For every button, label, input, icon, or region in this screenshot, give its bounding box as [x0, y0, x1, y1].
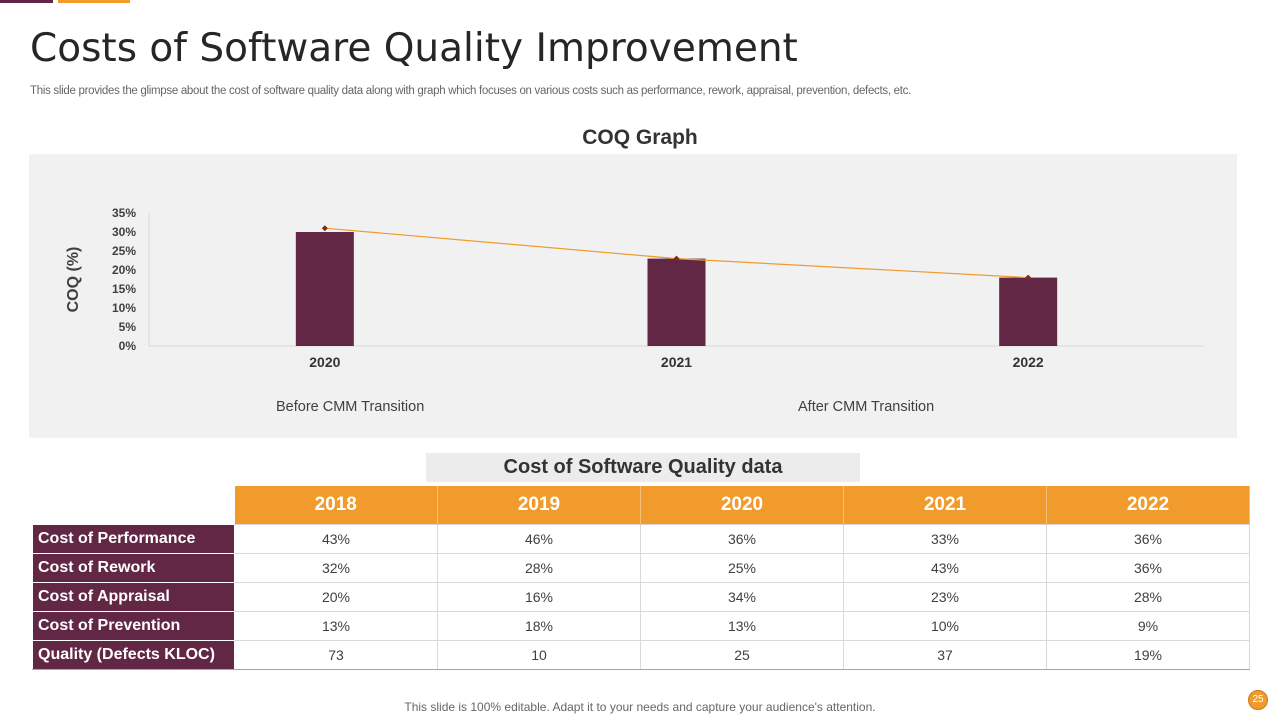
- table-cell: 46%: [437, 523, 641, 554]
- y-tick-label: 25%: [112, 244, 136, 258]
- y-tick-label: 0%: [119, 339, 137, 353]
- table-cell: 37: [843, 639, 1047, 670]
- coq-table: 2018 2019 2020 2021 2022 Cost of Performance…: [32, 486, 1250, 670]
- table-cell: 36%: [1046, 552, 1250, 583]
- table-cell: 20%: [234, 581, 438, 612]
- y-axis-label: COQ (%): [65, 247, 82, 313]
- table-cell: 13%: [234, 610, 438, 641]
- chart-panel: 0% 5% 10% 15% 20% 25% 30% 35% COQ (%) 2020 2021 202…: [29, 154, 1237, 438]
- table-cell: 43%: [843, 552, 1047, 583]
- row-label: Quality (Defects KLOC): [32, 639, 235, 670]
- table-row: Cost of Prevention 13% 18% 13% 10% 9%: [32, 610, 1250, 641]
- column-header: 2021: [843, 486, 1047, 524]
- table-cell: 18%: [437, 610, 641, 641]
- column-header: 2018: [234, 486, 438, 524]
- table-cell: 33%: [843, 523, 1047, 554]
- table-cell: 43%: [234, 523, 438, 554]
- x-tick-label: 2022: [1013, 354, 1044, 370]
- header-blank: [33, 486, 235, 524]
- table-cell: 19%: [1046, 639, 1250, 670]
- table-cell: 28%: [1046, 581, 1250, 612]
- table-cell: 36%: [640, 523, 844, 554]
- table-row: Quality (Defects KLOC) 73 10 25 37 19%: [32, 639, 1250, 670]
- table-cell: 23%: [843, 581, 1047, 612]
- column-header: 2022: [1046, 486, 1250, 524]
- x-tick-label: 2021: [661, 354, 692, 370]
- trend-marker: [1025, 274, 1032, 281]
- table-cell: 32%: [234, 552, 438, 583]
- table-title: Cost of Software Quality data: [426, 453, 860, 482]
- row-label: Cost of Rework: [32, 552, 235, 583]
- row-label: Cost of Prevention: [32, 610, 235, 641]
- y-tick-label: 30%: [112, 225, 136, 239]
- table-cell: 28%: [437, 552, 641, 583]
- table-cell: 10: [437, 639, 641, 670]
- annotation-before: Before CMM Transition: [276, 399, 425, 415]
- table-cell: 25%: [640, 552, 844, 583]
- row-label: Cost of Appraisal: [32, 581, 235, 612]
- page-subtitle: This slide provides the glimpse about th…: [30, 85, 911, 97]
- y-tick-label: 10%: [112, 301, 136, 315]
- coq-chart: 0% 5% 10% 15% 20% 25% 30% 35% COQ (%) 2020 2021 202…: [65, 206, 1204, 370]
- page-title: Costs of Software Quality Improvement: [30, 26, 798, 71]
- table-row: Cost of Appraisal 20% 16% 34% 23% 28%: [32, 581, 1250, 612]
- column-header: 2020: [640, 486, 844, 524]
- table-cell: 25: [640, 639, 844, 670]
- accent-bar-purple: [0, 0, 53, 3]
- bar-2020: [295, 232, 354, 346]
- footer-note: This slide is 100% editable. Adapt it to…: [404, 700, 876, 714]
- table-cell: 73: [234, 639, 438, 670]
- table-cell: 36%: [1046, 523, 1250, 554]
- table-cell: 13%: [640, 610, 844, 641]
- table-cell: 10%: [843, 610, 1047, 641]
- row-label: Cost of Performance: [32, 523, 235, 554]
- table-row: Cost of Rework 32% 28% 25% 43% 36%: [32, 552, 1250, 583]
- accent-bar-orange: [58, 0, 130, 3]
- annotation-after: After CMM Transition: [798, 399, 935, 415]
- x-tick-label: 2020: [309, 354, 340, 370]
- page-number-badge: 25: [1248, 690, 1268, 710]
- trend-marker: [321, 225, 328, 232]
- table-row: Cost of Performance 43% 46% 36% 33% 36%: [32, 523, 1250, 554]
- y-tick-label: 15%: [112, 282, 136, 296]
- table-cell: 34%: [640, 581, 844, 612]
- trend-marker: [673, 255, 680, 262]
- column-header: 2019: [437, 486, 641, 524]
- table-cell: 16%: [437, 581, 641, 612]
- y-tick-label: 5%: [119, 320, 137, 334]
- y-tick-label: 35%: [112, 206, 136, 220]
- bar-2021: [647, 258, 706, 346]
- y-tick-label: 20%: [112, 263, 136, 277]
- chart-title: COQ Graph: [582, 126, 698, 149]
- bar-2022: [999, 277, 1058, 346]
- table-cell: 9%: [1046, 610, 1250, 641]
